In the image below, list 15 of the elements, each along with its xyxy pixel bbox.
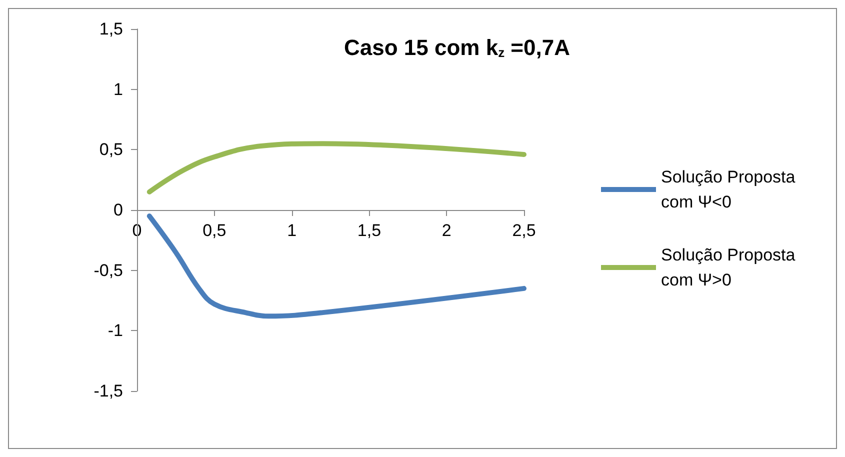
y-tick-label: 1 [114,80,123,99]
y-tick-label: 0 [114,200,123,220]
legend-label: Solução Proposta com Ψ<0 [661,168,800,212]
x-tick-label: 1,5 [357,221,382,240]
x-tick-label: 2 [442,221,452,240]
y-tick-label: -1,5 [94,382,123,400]
legend-label: Solução Proposta com Ψ>0 [661,246,800,290]
chart-title: Caso 15 com kz =0,7A [344,35,570,60]
y-tick-label: -0,5 [94,260,123,280]
x-tick-label: 2,5 [512,221,536,240]
y-tick-label: -1 [108,321,123,340]
x-tick-label: 1 [287,221,297,240]
y-tick-label: 0,5 [99,140,123,160]
y-tick-label: 1,5 [99,20,123,38]
x-tick-label: 0,5 [202,221,226,240]
